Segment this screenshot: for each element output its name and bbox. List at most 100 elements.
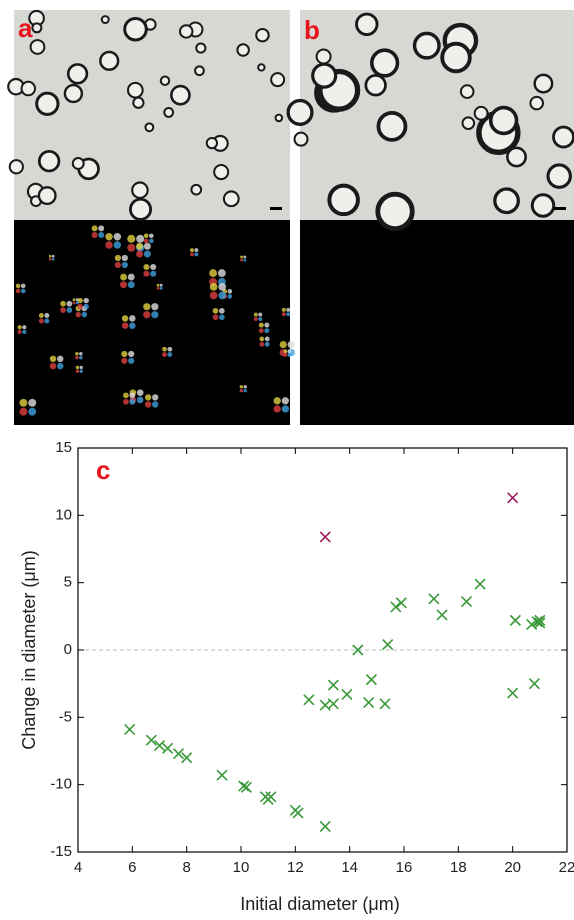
birefringence [83,297,89,304]
birefringence [83,303,89,310]
birefringence [51,257,55,261]
droplet [315,48,332,65]
point [534,617,546,629]
y-tick-label: 10 [55,506,72,523]
droplet [546,163,572,189]
x-tick-label: 14 [341,859,358,876]
droplet [286,98,314,126]
birefringence [243,388,247,393]
birefringence [121,350,128,358]
droplet [132,96,145,109]
y-tick-label: -5 [59,708,72,725]
birefringence [258,317,263,322]
birefringence [17,325,22,330]
birefringence [240,255,244,259]
birefringence [75,369,80,374]
panel-label: b [304,15,320,45]
birefringence [121,322,129,329]
point [390,601,402,613]
birefringence [143,242,151,250]
birefringence [218,283,227,291]
birefringence [60,300,66,307]
birefringence [143,270,150,277]
point [507,687,519,699]
birefringence [120,273,128,281]
x-axis-title: Initial diameter (μm) [240,894,399,914]
point [395,597,407,609]
point [181,752,193,764]
birefringence [240,258,244,262]
x-tick-label: 12 [287,859,304,876]
birefringence [143,263,150,271]
birefringence [77,297,83,304]
birefringence [79,365,83,370]
birefringence [259,336,265,342]
droplet [376,111,408,142]
birefringence [129,315,136,322]
droplet [35,91,60,116]
birefringence [143,238,149,244]
point [352,644,364,656]
droplet [170,84,191,106]
birefringence [281,397,290,405]
micrograph-a-polarized [14,220,290,425]
birefringence [77,303,83,310]
birefringence [283,349,288,353]
birefringence [190,252,194,257]
birefringence [156,283,160,287]
birefringence [150,263,157,271]
x-tick-label: 16 [396,859,413,876]
birefringence [258,322,264,328]
birefringence [136,389,144,396]
droplet [123,16,148,42]
droplet [213,164,230,181]
birefringence [72,301,76,305]
droplet [63,83,84,104]
droplet [530,193,556,218]
point [172,748,185,760]
birefringence [60,307,66,313]
droplet [31,22,43,34]
birefringence [194,252,199,257]
point [162,742,174,754]
birefringence [66,300,73,307]
birefringence [167,352,173,357]
droplet [37,149,61,173]
y-tick-label: 15 [55,439,72,456]
birefringence [48,254,52,258]
birefringence [129,322,136,329]
birefringence [75,301,79,305]
birefringence [143,303,151,311]
birefringence [22,325,27,330]
droplet [144,122,155,133]
droplet [71,157,85,170]
birefringence [49,355,57,363]
droplet [257,63,266,72]
droplet [461,116,476,130]
y-tick-label: 0 [64,641,72,658]
birefringence [121,254,128,262]
birefringence [75,355,79,360]
point [327,679,339,691]
droplet [355,12,379,37]
droplet [190,183,203,196]
droplet [195,42,207,54]
point [509,614,521,626]
birefringence [273,405,281,413]
birefringence [75,365,80,370]
birefringence [72,298,76,302]
scale-bar [554,207,566,210]
birefringence [44,313,50,318]
droplet [255,27,270,43]
x-tick-label: 18 [450,859,467,876]
droplet [473,105,489,121]
droplet [100,15,110,25]
birefringence [279,341,287,349]
droplet [8,159,24,175]
x-tick-label: 8 [182,859,190,876]
birefringence [98,232,105,238]
droplet [375,191,415,232]
droplet [222,190,240,208]
birefringence [287,353,292,357]
birefringence [79,369,83,374]
